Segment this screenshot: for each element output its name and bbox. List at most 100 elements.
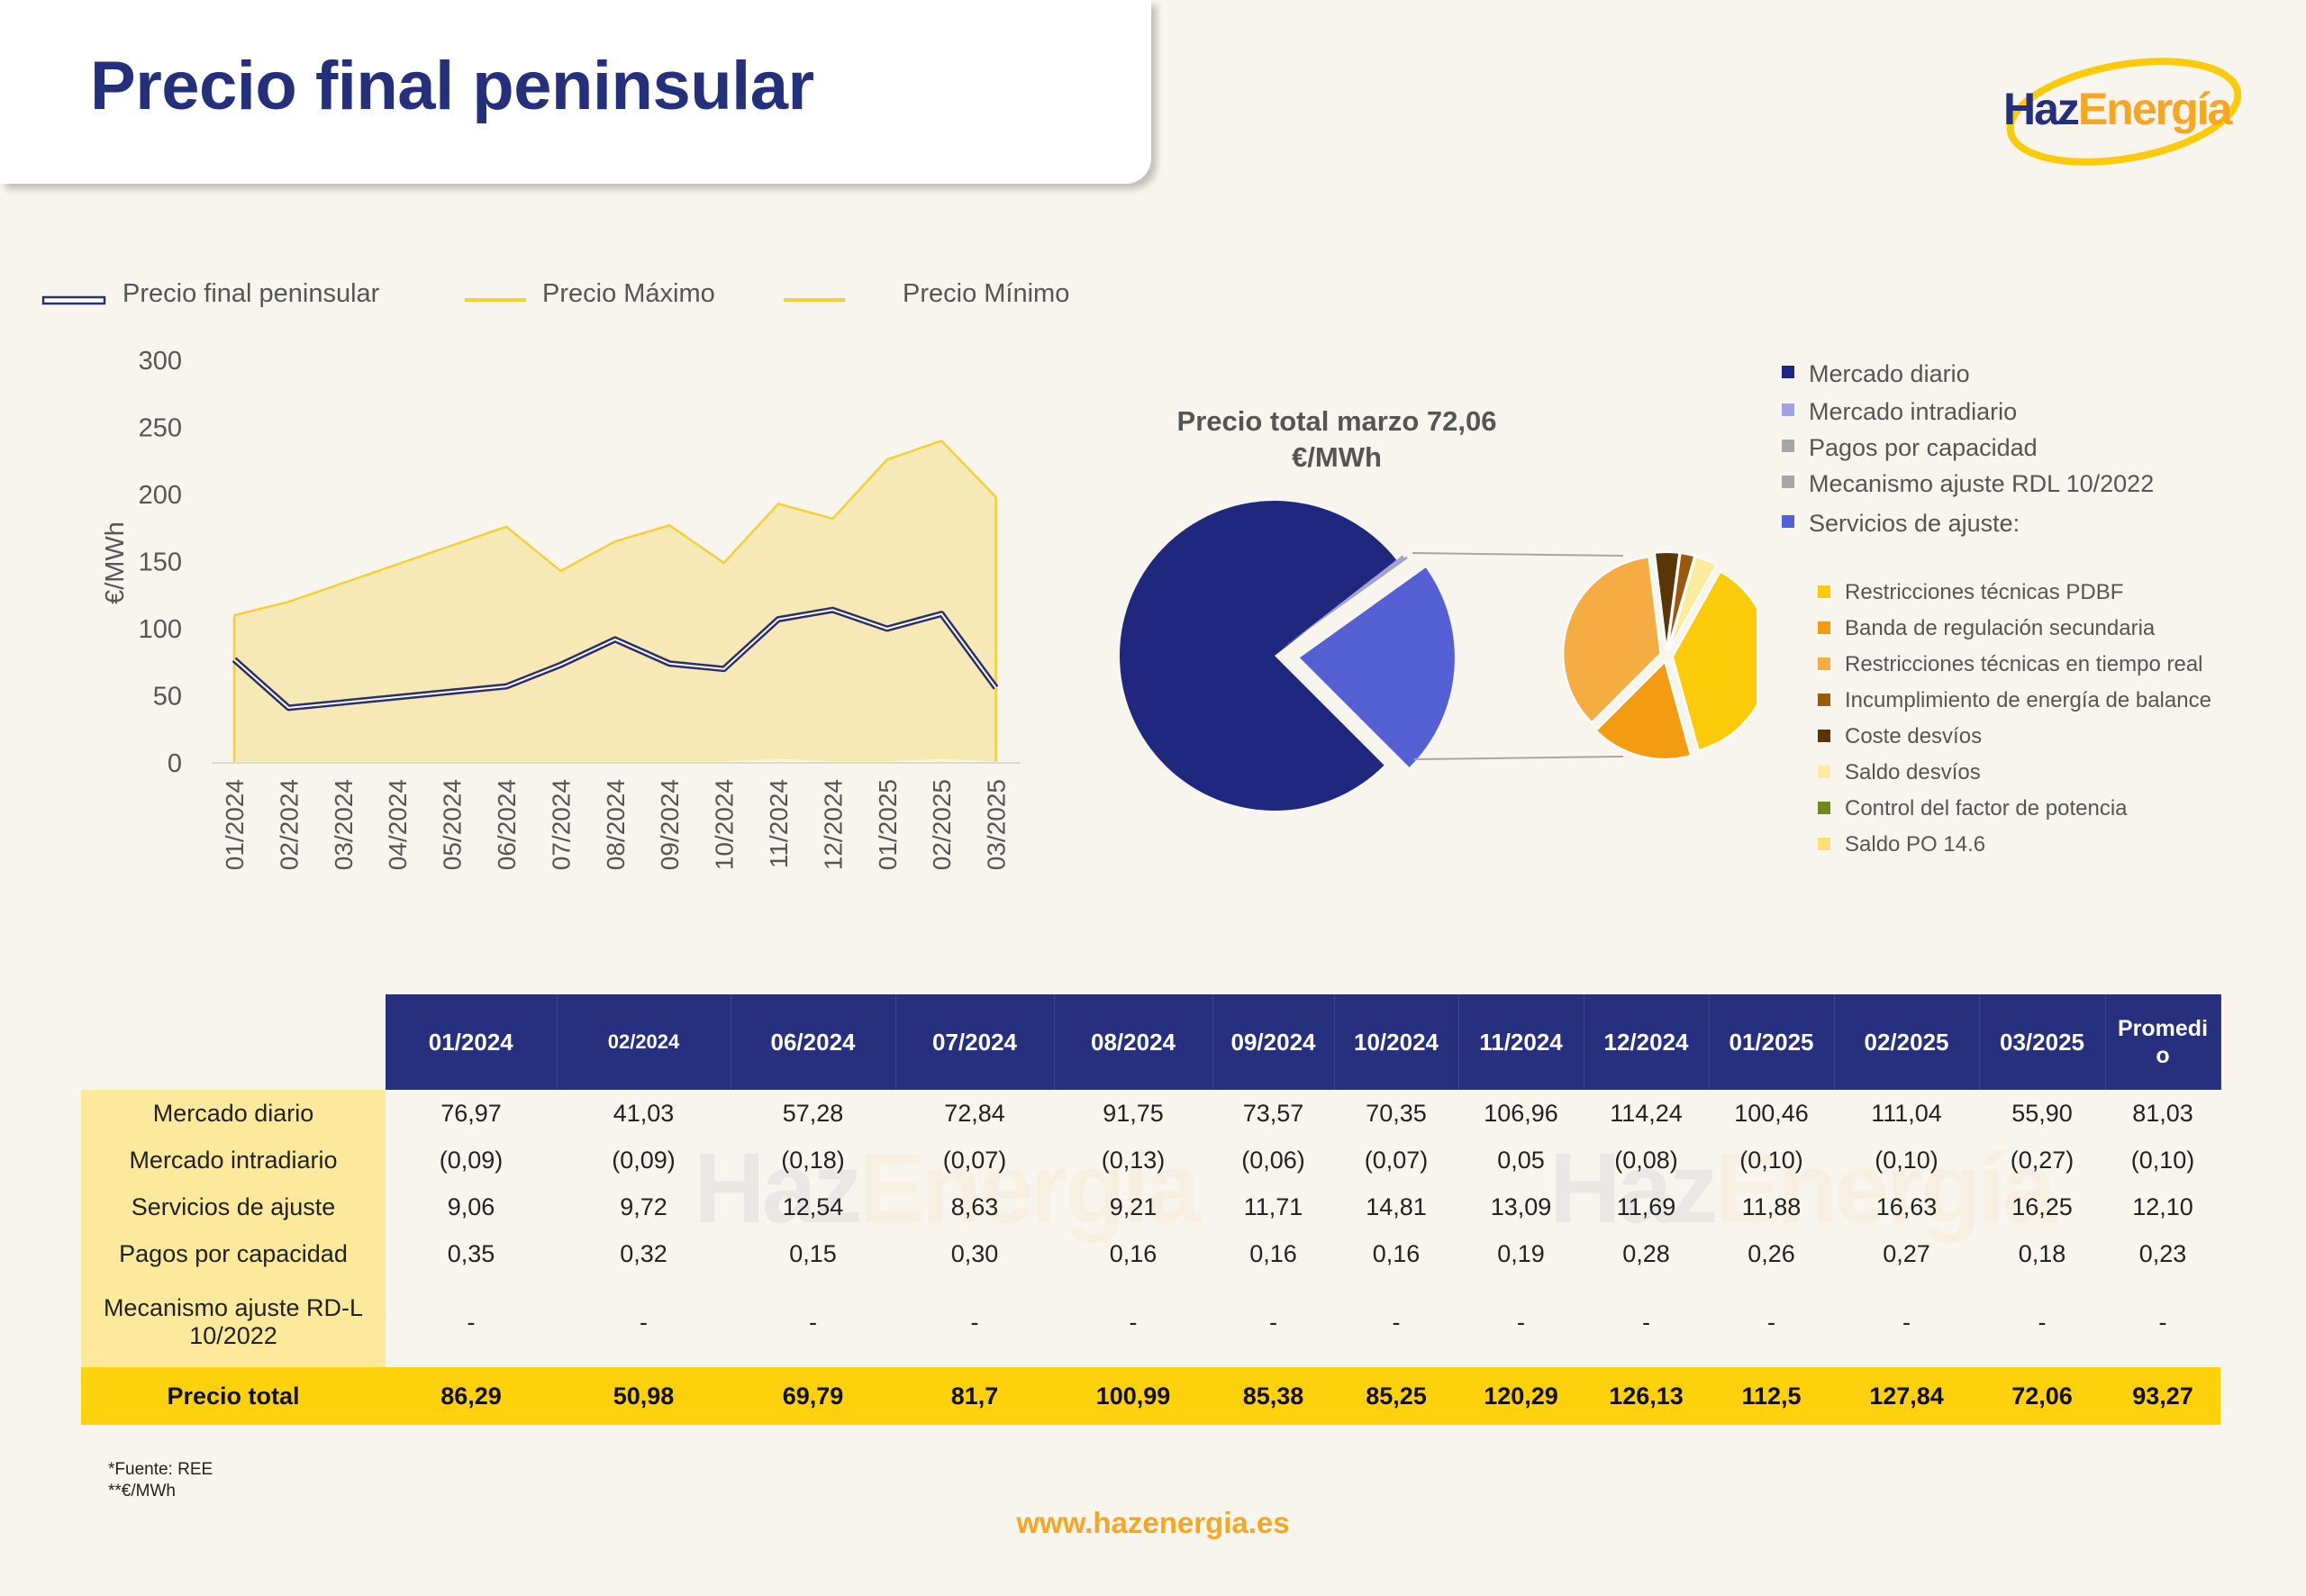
total-cell: 112,5 <box>1709 1367 1834 1425</box>
legend-swatch-icon <box>1818 730 1830 742</box>
table-cell: 0,16 <box>1372 1239 1421 1267</box>
table-cell: 0,32 <box>620 1239 667 1267</box>
legend-label: Precio final peninsular <box>123 279 380 308</box>
table-cell: 111,04 <box>1871 1099 1942 1127</box>
table-cell: - <box>2038 1308 2047 1336</box>
watermark-text-haz: Haz <box>694 1133 863 1244</box>
row-label: Mercado diario <box>81 1090 386 1137</box>
column-header: 09/2024 <box>1212 994 1335 1090</box>
x-tick-label: 04/2024 <box>384 779 412 870</box>
pie-connector-top <box>1412 552 1624 557</box>
pie-sub-legend-label: Coste desvíos <box>1845 724 1983 748</box>
max-price-area <box>234 440 996 763</box>
price-breakdown-pie-chart: Precio total marzo 72,06 €/MWh <box>1120 405 1757 811</box>
logo-swoosh-icon <box>2006 58 2241 166</box>
total-cell: 85,38 <box>1212 1367 1334 1425</box>
total-cell: 120,29 <box>1458 1367 1584 1425</box>
table-cell: 0,26 <box>1748 1239 1795 1267</box>
y-tick-label: 300 <box>139 347 182 376</box>
watermark-text-haz: Haz <box>1549 1133 1719 1244</box>
total-row-label: Precio total <box>81 1367 386 1425</box>
table-cell: - <box>1269 1308 1277 1336</box>
table-row: Pagos por capacidad 0,35 0,32 0,15 0,30 0,16 0… <box>81 1230 2220 1277</box>
legend-swatch-icon <box>1782 366 1794 378</box>
pie-title-line-2: €/MWh <box>1292 441 1382 473</box>
x-tick-label: 03/2025 <box>983 779 1011 870</box>
total-cell: 100,99 <box>1054 1367 1212 1425</box>
x-tick-label: 02/2024 <box>275 779 303 870</box>
table-cell: 0,28 <box>1622 1239 1670 1267</box>
legend-swatch-icon <box>1818 694 1830 706</box>
pie-legend-label: Servicios de ajuste: <box>1809 510 2020 537</box>
table-cell: - <box>1517 1308 1525 1336</box>
column-header: 02/2024 <box>557 994 731 1090</box>
website-link[interactable]: www.hazenergia.es <box>1016 1506 1290 1539</box>
logo-text-haz: Haz <box>2003 84 2080 134</box>
table-cell: 0,19 <box>1497 1239 1545 1267</box>
total-row: Precio total 86,29 50,98 69,79 81,7 100,99 85,… <box>81 1367 2220 1425</box>
table-row: Mercado diario 76,97 41,03 57,28 72,84 91,75 7… <box>81 1090 2220 1137</box>
hazenergia-logo: HazEnergía <box>1998 52 2241 169</box>
table-cell: 12,54 <box>782 1192 844 1220</box>
column-header: Promedi o <box>2105 994 2221 1090</box>
pie-sub-legend-label: Saldo PO 14.6 <box>1845 832 1986 857</box>
table-cell: 13,09 <box>1490 1192 1552 1220</box>
sub-pie-slice <box>1667 555 1718 651</box>
table-cell: 11,71 <box>1243 1192 1303 1220</box>
table-cell: - <box>1642 1308 1650 1336</box>
table-cell: 9,72 <box>620 1192 667 1220</box>
footnote-unit: **€/MWh <box>108 1482 176 1501</box>
table-corner <box>81 994 386 1090</box>
table-cell: 9,06 <box>447 1192 495 1220</box>
table-cell: 100,46 <box>1734 1099 1809 1127</box>
table-cell: - <box>1392 1308 1401 1336</box>
table-cell: - <box>1767 1308 1775 1336</box>
pie-legend-label: Mercado intradiario <box>1809 398 2018 425</box>
x-tick-label: 05/2024 <box>439 779 467 870</box>
title-card: Precio final peninsular <box>0 0 1151 184</box>
table-cell: 57,28 <box>782 1099 844 1127</box>
legend-swatch-navy-icon <box>41 295 106 305</box>
legend-label: Precio Máximo <box>542 279 715 308</box>
pie-legend-label: Mecanismo ajuste RDL 10/2022 <box>1809 470 2155 497</box>
x-tick-label: 02/2025 <box>928 779 956 870</box>
table-cell: 0,16 <box>1109 1239 1158 1267</box>
y-tick-label: 150 <box>139 549 182 577</box>
table-cell: 9,21 <box>1109 1192 1158 1220</box>
column-header: 01/2025 <box>1709 994 1835 1090</box>
table-cell: 0,30 <box>950 1239 999 1267</box>
column-header: 12/2024 <box>1584 994 1710 1090</box>
watermark-text-energia: Energía <box>1714 1133 2056 1244</box>
table-cell: (0,06) <box>1241 1146 1305 1174</box>
table-cell: 73,57 <box>1242 1099 1304 1127</box>
table-cell: - <box>1902 1308 1911 1336</box>
table-cell: 91,75 <box>1103 1099 1164 1127</box>
x-tick-label: 11/2024 <box>765 779 793 868</box>
watermark-logo: HazEnergía <box>694 1131 1201 1246</box>
table-cell: (0,10) <box>1739 1146 1803 1174</box>
sub-pie-slice <box>1671 570 1757 752</box>
table-cell: (0,07) <box>942 1146 1007 1174</box>
legend-swatch-icon <box>1782 404 1794 416</box>
table-row: Servicios de ajuste 9,06 9,72 12,54 8,63 9,21… <box>81 1183 2220 1230</box>
pie-slice-pagos-capacidad <box>1282 556 1408 648</box>
table-cell: 11,69 <box>1616 1192 1676 1220</box>
table-cell: 41,03 <box>613 1099 675 1127</box>
legend-swatch-yellow-icon <box>784 298 845 302</box>
table-cell: 70,35 <box>1366 1099 1427 1127</box>
legend-swatch-icon <box>1782 476 1794 488</box>
table-cell: 55,90 <box>2011 1099 2073 1127</box>
table-cell: (0,18) <box>781 1146 845 1174</box>
legend-label: Precio Mínimo <box>903 279 1070 308</box>
table-cell: (0,10) <box>2130 1146 2195 1174</box>
legend-swatch-icon <box>1818 657 1830 670</box>
legend-swatch-yellow-icon <box>465 298 526 302</box>
table-cell: - <box>1129 1308 1138 1336</box>
table-cell: 114,24 <box>1610 1099 1683 1127</box>
footnote-source: *Fuente: REE <box>108 1460 213 1479</box>
table-cell: 16,25 <box>2011 1192 2073 1220</box>
table-cell: 0,27 <box>1883 1239 1930 1267</box>
total-cell: 69,79 <box>731 1367 895 1425</box>
y-tick-label: 100 <box>139 615 182 644</box>
row-label: Mercado intradiario <box>81 1137 386 1183</box>
